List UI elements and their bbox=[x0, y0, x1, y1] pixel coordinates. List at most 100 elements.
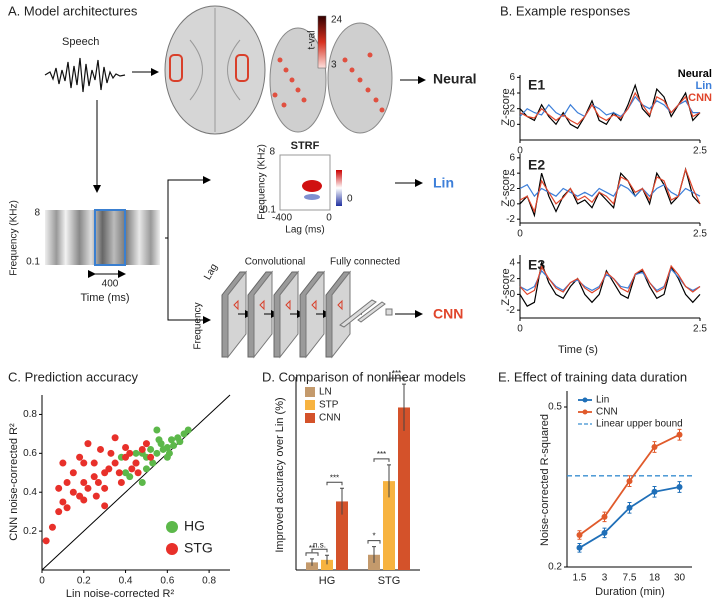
y-tick-label: -2 bbox=[506, 214, 515, 225]
point bbox=[626, 504, 633, 511]
lag-label: Lag bbox=[202, 262, 220, 282]
point bbox=[153, 449, 161, 457]
legend-swatch bbox=[582, 409, 588, 415]
bar bbox=[383, 481, 395, 570]
kernel bbox=[311, 299, 317, 311]
cnn-label: CNN bbox=[433, 306, 463, 322]
point bbox=[63, 479, 71, 486]
lin-label: Lin bbox=[433, 175, 454, 191]
x-tick-label: 2.5 bbox=[693, 229, 707, 240]
y-tick-label: 2 bbox=[509, 103, 515, 114]
line bbox=[519, 260, 701, 307]
chart-title: B. Example responses bbox=[500, 3, 631, 18]
point bbox=[132, 449, 140, 457]
significance-bracket bbox=[388, 377, 405, 382]
panel-label: E2 bbox=[528, 157, 545, 173]
significance-bracket bbox=[326, 481, 343, 486]
point bbox=[90, 459, 98, 467]
point bbox=[128, 465, 136, 473]
legend-label: STG bbox=[184, 540, 213, 556]
error-bar bbox=[325, 554, 329, 565]
point bbox=[132, 459, 140, 467]
point bbox=[63, 504, 71, 512]
kernel bbox=[285, 299, 291, 311]
y-tick-label: 2 bbox=[509, 183, 515, 194]
colorbar-label: t-val bbox=[307, 31, 318, 50]
point bbox=[69, 469, 77, 477]
point bbox=[101, 502, 109, 510]
legend-swatch bbox=[166, 543, 178, 555]
x-tick-label: 0 bbox=[517, 229, 523, 240]
significance-label: *** bbox=[330, 473, 339, 482]
y-tick-label: 0 bbox=[509, 119, 515, 130]
point bbox=[55, 508, 63, 516]
point bbox=[84, 440, 92, 448]
cnn-diagram bbox=[221, 270, 393, 359]
point bbox=[176, 438, 184, 446]
strf-lagmax: 0 bbox=[326, 213, 332, 224]
legend-label: Lin bbox=[596, 395, 609, 406]
x-tick-label: 0 bbox=[517, 324, 523, 335]
point bbox=[101, 484, 109, 492]
legend-label: HG bbox=[184, 518, 205, 534]
point bbox=[42, 537, 50, 545]
significance-label: ** bbox=[309, 544, 315, 553]
point bbox=[80, 459, 88, 467]
y-tick-label: 4 bbox=[509, 258, 515, 269]
roi bbox=[169, 54, 183, 82]
colorbar-min: 3 bbox=[331, 60, 337, 71]
waveform bbox=[44, 57, 126, 93]
freq-max: 8 bbox=[34, 208, 40, 219]
point bbox=[168, 436, 176, 444]
connector bbox=[165, 179, 210, 321]
significance-label: *** bbox=[377, 450, 386, 459]
roi bbox=[235, 54, 249, 82]
spectrogram bbox=[45, 210, 160, 265]
point bbox=[170, 442, 178, 450]
legend-label: CNN bbox=[319, 413, 341, 424]
point bbox=[111, 459, 119, 467]
strf-fmin: 0.1 bbox=[262, 205, 276, 216]
significance-bracket bbox=[311, 548, 328, 553]
y-axis-label: CNN noise-corrected R² bbox=[8, 423, 20, 541]
line bbox=[519, 166, 701, 218]
conv-layer bbox=[331, 270, 351, 359]
significance-label: * bbox=[372, 532, 375, 541]
point bbox=[576, 532, 583, 538]
error-bar bbox=[310, 558, 314, 566]
x-tick-label: 2.5 bbox=[693, 146, 707, 157]
significance-label: *** bbox=[392, 369, 401, 378]
fc-layer bbox=[357, 301, 386, 323]
strf-laglabel: Lag (ms) bbox=[285, 225, 324, 236]
y-axis-label: Z-score bbox=[500, 268, 512, 305]
line bbox=[519, 183, 701, 198]
legend-label: CNN bbox=[688, 92, 712, 104]
legend-label: CNN bbox=[596, 407, 618, 418]
x-tick-label: STG bbox=[378, 575, 401, 587]
legend-label: Neural bbox=[678, 68, 712, 80]
x-tick-label: 7.5 bbox=[623, 573, 637, 584]
error-bar bbox=[372, 546, 376, 563]
speech-label: Speech bbox=[62, 36, 99, 48]
strf-fmax: 8 bbox=[269, 147, 275, 158]
bar bbox=[398, 407, 410, 570]
point bbox=[142, 465, 150, 473]
freq-label: Frequency bbox=[193, 302, 204, 349]
error-bar bbox=[387, 464, 391, 498]
point bbox=[80, 479, 88, 486]
y-axis-label: Noise-corrected R-squared bbox=[539, 414, 551, 546]
point bbox=[48, 523, 56, 531]
strf-lagmin: -400 bbox=[272, 213, 292, 224]
kernel bbox=[337, 299, 343, 311]
x-tick-label: 0.8 bbox=[202, 576, 216, 587]
fc-label: Fully connected bbox=[330, 257, 400, 268]
x-tick-label: 30 bbox=[674, 573, 686, 584]
point bbox=[626, 478, 633, 485]
line bbox=[519, 268, 701, 292]
y-tick-label: 0.2 bbox=[548, 562, 562, 573]
point bbox=[601, 529, 608, 536]
brain-folds bbox=[189, 8, 241, 132]
point bbox=[165, 449, 173, 457]
point bbox=[55, 484, 63, 492]
